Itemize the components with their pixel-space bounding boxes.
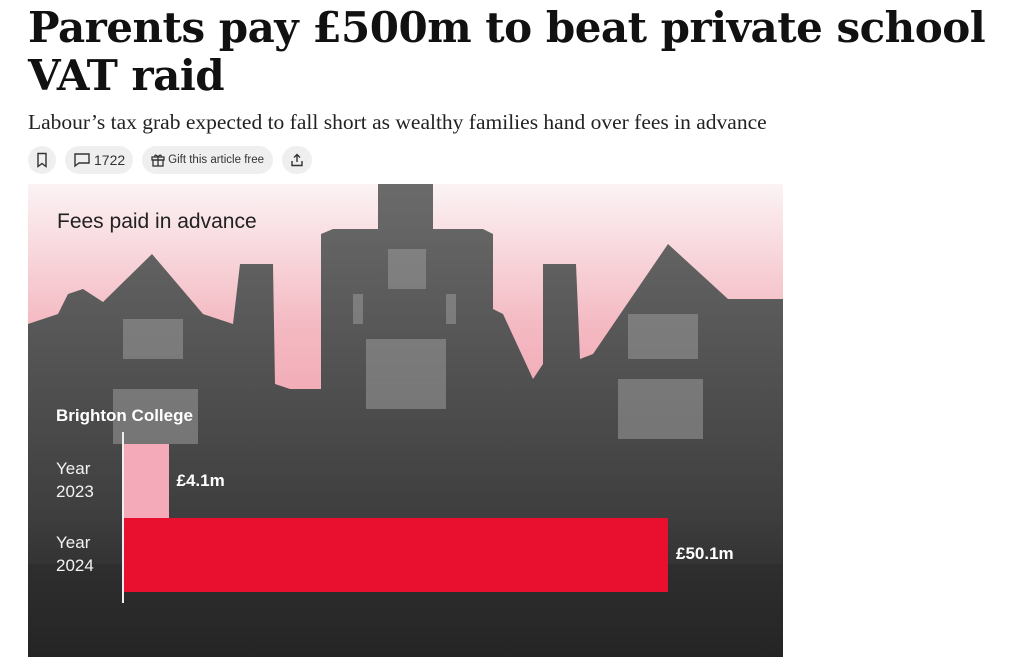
bar-2023	[124, 444, 169, 518]
value-label: £4.1m	[176, 471, 225, 490]
chart-figure: Fees paid in advance Brighton College Ye…	[28, 184, 783, 657]
chart-title: Fees paid in advance	[57, 210, 257, 233]
bar-2024	[124, 518, 668, 592]
value-label: £50.1m	[676, 544, 734, 563]
gift-article-button[interactable]: Gift this article free	[142, 146, 274, 174]
standfirst: Labour’s tax grab expected to fall short…	[28, 110, 767, 134]
category-label-line: 2024	[56, 556, 94, 575]
category-label: Year 2023	[56, 457, 94, 503]
article-actions: 1722 Gift this article free	[28, 146, 313, 174]
headline: Parents pay £500m to beat private school…	[28, 3, 986, 100]
bookmark-icon	[37, 152, 47, 168]
category-label-line: Year	[56, 533, 91, 552]
category-label-line: 2023	[56, 482, 94, 501]
y-axis-line	[122, 432, 124, 603]
comment-icon	[74, 153, 90, 168]
category-label-line: Year	[56, 459, 91, 478]
comment-count: 1722	[94, 152, 126, 168]
share-button[interactable]	[282, 146, 313, 174]
bookmark-button[interactable]	[28, 146, 56, 174]
share-icon	[291, 153, 303, 167]
group-label: Brighton College	[56, 406, 193, 425]
category-label: Year 2024	[56, 531, 94, 577]
gift-label: Gift this article free	[168, 154, 265, 166]
gift-icon	[151, 154, 165, 167]
comments-button[interactable]: 1722	[65, 146, 134, 174]
